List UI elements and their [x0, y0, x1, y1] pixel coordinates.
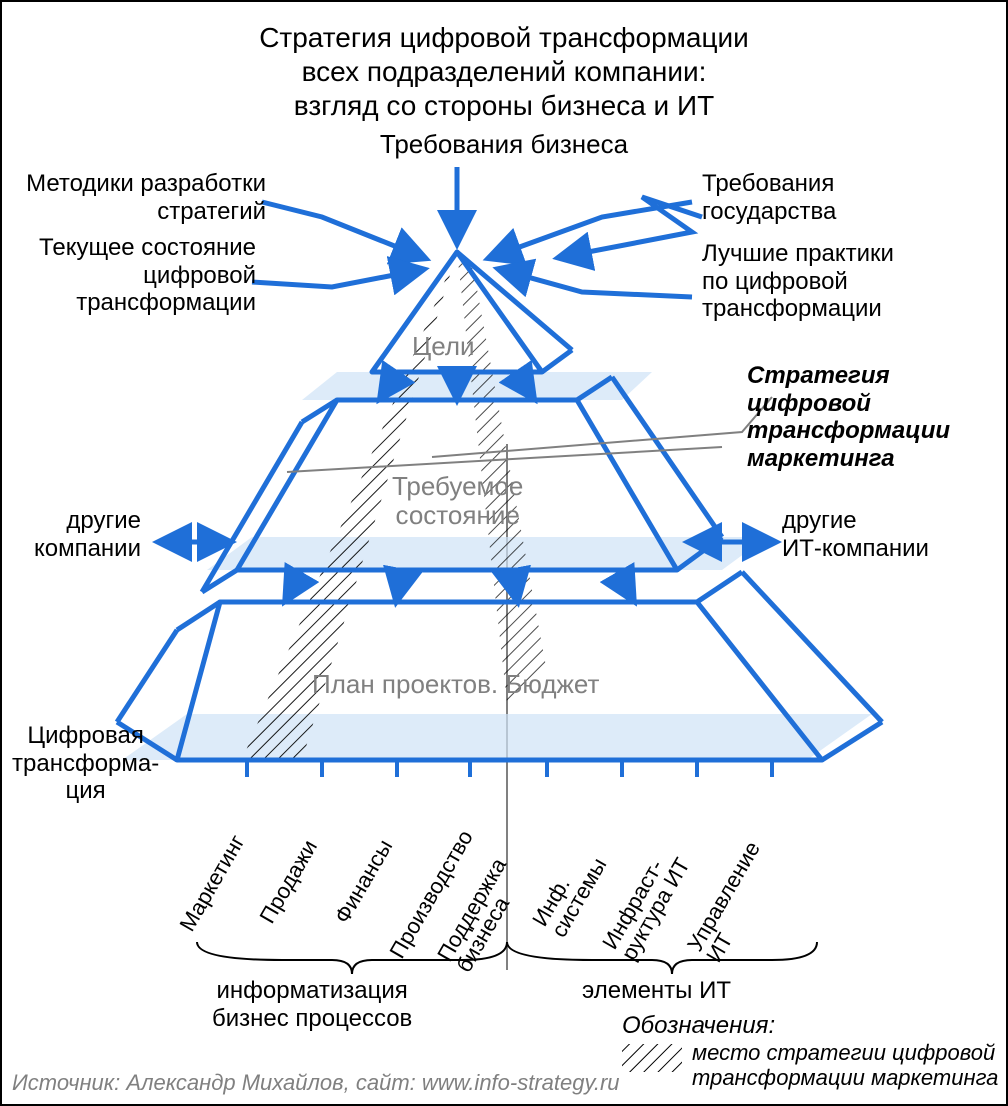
diagram-stage: Стратегия цифровой трансформации всех по…: [0, 0, 1008, 1106]
cat-2: Финансы: [329, 835, 398, 928]
group-left: информатизация бизнес процессов: [212, 977, 412, 1032]
title-line2: всех подразделений компании:: [2, 56, 1006, 88]
cat-1: Продажи: [254, 835, 322, 928]
tier3-label: План проектов. Бюджет: [312, 670, 599, 699]
input-right1: Требования государства: [702, 170, 836, 225]
side-left: другие компании: [34, 507, 141, 562]
cat-0: Маркетинг: [174, 830, 250, 936]
tier1-label: Цели: [412, 332, 475, 361]
source-text: Источник: Александр Михайлов, сайт: www.…: [12, 1070, 620, 1096]
cat-5: Инф. системы: [529, 843, 611, 941]
marketing-strategy-label: Стратегия цифровой трансформации маркети…: [747, 362, 950, 472]
title-line3: взгляд со стороны бизнеса и ИТ: [2, 90, 1006, 122]
far-left-label: Цифровая трансформа- ция: [12, 722, 159, 805]
cat-6: Инфраст- руктура ИТ: [599, 843, 694, 964]
input-center: Требования бизнеса: [2, 130, 1006, 160]
input-left2: Текущее состояние цифровой трансформации: [39, 234, 256, 317]
legend-item: место стратегии цифровой трансформации м…: [692, 1040, 998, 1091]
input-right2: Лучшие практики по цифровой трансформаци…: [702, 240, 894, 323]
side-right: другие ИТ-компании: [782, 507, 929, 562]
cat-7: Управление ИТ: [684, 838, 783, 966]
group-right: элементы ИТ: [582, 977, 731, 1005]
title-line1: Стратегия цифровой трансформации: [2, 22, 1006, 54]
tier2-label: Требуемое состояние: [392, 472, 523, 529]
input-left1: Методики разработки стратегий: [26, 170, 266, 225]
legend-title: Обозначения:: [622, 1012, 775, 1040]
